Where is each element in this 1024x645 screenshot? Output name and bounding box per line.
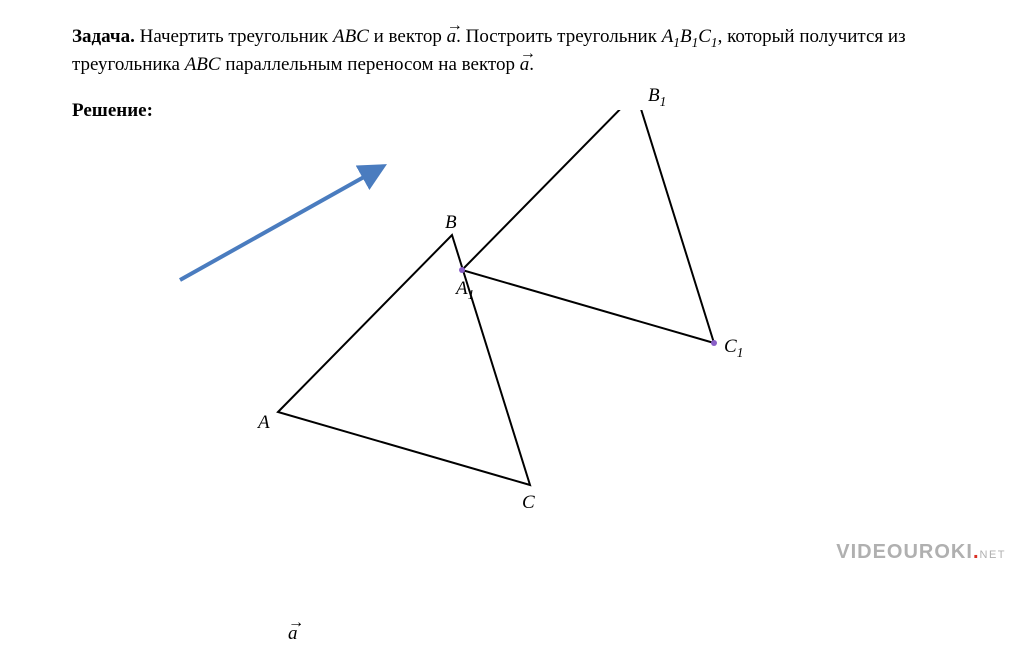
triangle-abc [278,235,530,485]
problem-label: Задача. [72,26,135,47]
watermark-text2: NET [980,549,1007,561]
label-c1-sub: 1 [737,345,744,360]
problem-t3: . Построить треугольник [456,26,662,47]
tri2-c: C [698,26,711,47]
tri2-b: B [680,26,692,47]
tri-abc-1: ABC [333,26,369,47]
vector-a-label: a [288,623,298,645]
watermark-text1: VIDEOUROKI [836,541,973,563]
triangle-a1b1c1 [462,110,714,343]
label-a1-sub: 1 [468,287,475,302]
label-a1: A1 [456,278,474,303]
vector-a-line [180,168,380,280]
vec-a-2: a [520,52,530,78]
label-a: A [258,412,270,434]
label-b: B [445,212,457,234]
label-b1-letter: B [648,85,660,106]
problem-t1: Начертить треугольник [135,26,333,47]
label-c: C [522,492,535,514]
label-c1-letter: C [724,336,737,357]
tri-abc-2: ABC [185,54,221,75]
label-c1: C1 [724,336,743,361]
problem-statement: Задача. Начертить треугольник ABC и вект… [72,24,964,77]
vec-a-1: a [447,24,457,50]
label-a1-letter: A [456,278,468,299]
label-b1-sub: 1 [660,94,667,109]
label-b1: B1 [648,85,666,110]
diagram: a A B C A1 B1 C1 [0,110,1024,530]
problem-t5: параллельным переносом на вектор [221,54,520,75]
point-a1 [459,267,465,273]
watermark: VIDEOUROKI.NET [836,541,1006,564]
tri2-a: A [662,26,674,47]
problem-t2: и вектор [369,26,447,47]
diagram-svg [0,110,1024,530]
tri2-c-sub: 1 [711,35,718,50]
tri2-a-sub: 1 [673,35,680,50]
point-c1 [711,340,717,346]
